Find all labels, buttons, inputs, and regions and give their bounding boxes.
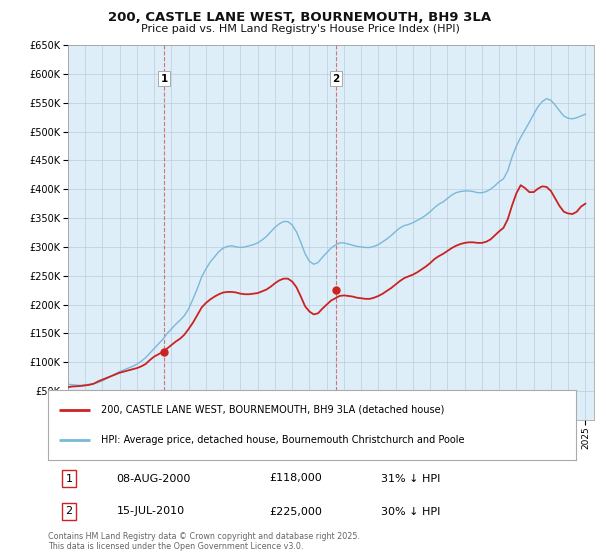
Text: HPI: Average price, detached house, Bournemouth Christchurch and Poole: HPI: Average price, detached house, Bour… (101, 436, 464, 445)
Text: 1: 1 (161, 74, 168, 84)
Text: Contains HM Land Registry data © Crown copyright and database right 2025.
This d: Contains HM Land Registry data © Crown c… (48, 532, 360, 552)
Text: £225,000: £225,000 (270, 506, 323, 516)
Text: £118,000: £118,000 (270, 474, 323, 483)
Text: Price paid vs. HM Land Registry's House Price Index (HPI): Price paid vs. HM Land Registry's House … (140, 24, 460, 34)
Text: 1: 1 (65, 474, 73, 483)
Text: 200, CASTLE LANE WEST, BOURNEMOUTH, BH9 3LA: 200, CASTLE LANE WEST, BOURNEMOUTH, BH9 … (109, 11, 491, 24)
Text: 31% ↓ HPI: 31% ↓ HPI (380, 474, 440, 483)
Text: 30% ↓ HPI: 30% ↓ HPI (380, 506, 440, 516)
Text: 2: 2 (65, 506, 73, 516)
Text: 2: 2 (332, 74, 340, 84)
Text: 200, CASTLE LANE WEST, BOURNEMOUTH, BH9 3LA (detached house): 200, CASTLE LANE WEST, BOURNEMOUTH, BH9 … (101, 404, 444, 414)
Text: 08-AUG-2000: 08-AUG-2000 (116, 474, 191, 483)
Text: 15-JUL-2010: 15-JUL-2010 (116, 506, 185, 516)
